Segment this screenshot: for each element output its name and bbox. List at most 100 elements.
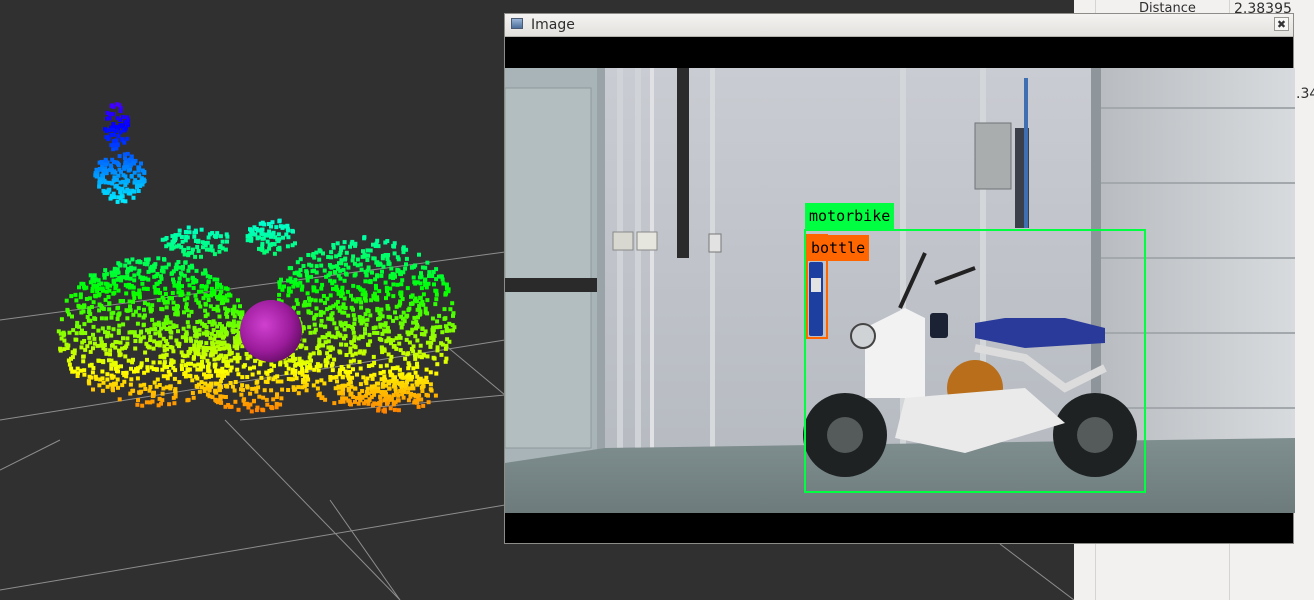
cloud-point (305, 291, 310, 296)
cloud-point (186, 324, 191, 329)
cloud-point (185, 353, 190, 358)
cloud-point (81, 304, 86, 308)
cloud-point (315, 386, 320, 391)
cloud-point (162, 355, 167, 360)
cloud-point (173, 233, 178, 238)
cloud-point (137, 295, 142, 300)
cloud-point (388, 358, 393, 363)
cloud-point (199, 227, 204, 232)
cloud-point (285, 244, 290, 249)
cloud-point (435, 319, 440, 324)
cloud-point (349, 384, 354, 389)
cloud-point (375, 295, 380, 300)
cloud-point (196, 289, 201, 294)
cloud-point (192, 326, 197, 331)
cloud-point (314, 270, 319, 275)
cloud-point (141, 286, 146, 291)
cloud-point (75, 366, 80, 371)
cloud-point (209, 286, 214, 291)
cloud-point (118, 299, 123, 303)
cloud-point (311, 351, 316, 356)
cloud-point (225, 343, 230, 348)
cloud-point (430, 316, 435, 321)
cloud-point (143, 387, 148, 391)
cloud-point (202, 389, 207, 393)
cloud-point (314, 313, 319, 318)
cloud-point (170, 239, 175, 244)
window-titlebar[interactable]: Image ✖ (505, 14, 1293, 37)
cloud-point (113, 273, 118, 278)
cloud-point (277, 247, 282, 252)
cloud-point (403, 266, 408, 271)
cloud-point (79, 345, 84, 350)
cloud-point (199, 380, 204, 385)
cloud-point (133, 346, 138, 351)
close-button[interactable]: ✖ (1274, 17, 1289, 31)
cloud-point (212, 252, 217, 257)
cloud-point (104, 316, 109, 321)
cloud-point (363, 312, 368, 317)
cloud-point (131, 357, 135, 362)
cloud-point (272, 251, 277, 256)
cloud-point (255, 379, 260, 384)
cloud-point (127, 299, 132, 304)
point-cloud-canvas[interactable] (0, 0, 1074, 600)
cloud-point (156, 403, 161, 408)
cloud-point (97, 292, 102, 297)
image-window[interactable]: Image ✖ (504, 13, 1295, 544)
cloud-point (83, 347, 88, 352)
cloud-point (162, 325, 167, 330)
cloud-point (77, 324, 82, 329)
cloud-point (439, 274, 444, 279)
cloud-point (362, 254, 367, 259)
cloud-point (305, 360, 310, 365)
cloud-point (119, 193, 124, 198)
cloud-point (372, 372, 377, 377)
cloud-point (157, 343, 162, 348)
cloud-point (211, 328, 216, 333)
cloud-point (159, 401, 163, 406)
cloud-point (318, 312, 323, 317)
cloud-point (410, 301, 415, 306)
cloud-point (248, 402, 253, 407)
cloud-point (319, 286, 324, 291)
cloud-point (219, 285, 224, 290)
cloud-point (355, 263, 360, 268)
cloud-point (333, 335, 338, 340)
cloud-point (404, 247, 409, 252)
cloud-point (115, 116, 120, 121)
cloud-point (427, 274, 431, 278)
cloud-point (304, 273, 309, 278)
cloud-point (167, 325, 172, 330)
cloud-point (144, 341, 149, 346)
cloud-point (300, 370, 305, 375)
cloud-point (339, 261, 344, 266)
cloud-point (132, 369, 136, 374)
cloud-point (333, 270, 338, 275)
cloud-point (295, 260, 300, 265)
cloud-point (417, 252, 421, 257)
cloud-point (62, 338, 67, 343)
cloud-point (149, 264, 154, 269)
cloud-point (359, 287, 364, 292)
cloud-point (102, 275, 107, 280)
cloud-point (148, 335, 153, 339)
cloud-point (224, 298, 229, 303)
cloud-point (368, 248, 373, 253)
cloud-point (217, 322, 222, 326)
cloud-point (367, 332, 372, 337)
cloud-point (176, 290, 181, 295)
cloud-point (376, 408, 381, 413)
cloud-point (380, 350, 385, 355)
cloud-point (368, 313, 373, 318)
cloud-point (228, 381, 233, 385)
cloud-point (352, 338, 357, 343)
cloud-point (296, 310, 301, 315)
cloud-point (290, 243, 295, 248)
cloud-point (188, 346, 193, 351)
cloud-point (264, 397, 269, 402)
cloud-point (287, 358, 292, 363)
cloud-point (293, 277, 298, 282)
cloud-point (393, 386, 398, 391)
cloud-point (139, 161, 143, 166)
